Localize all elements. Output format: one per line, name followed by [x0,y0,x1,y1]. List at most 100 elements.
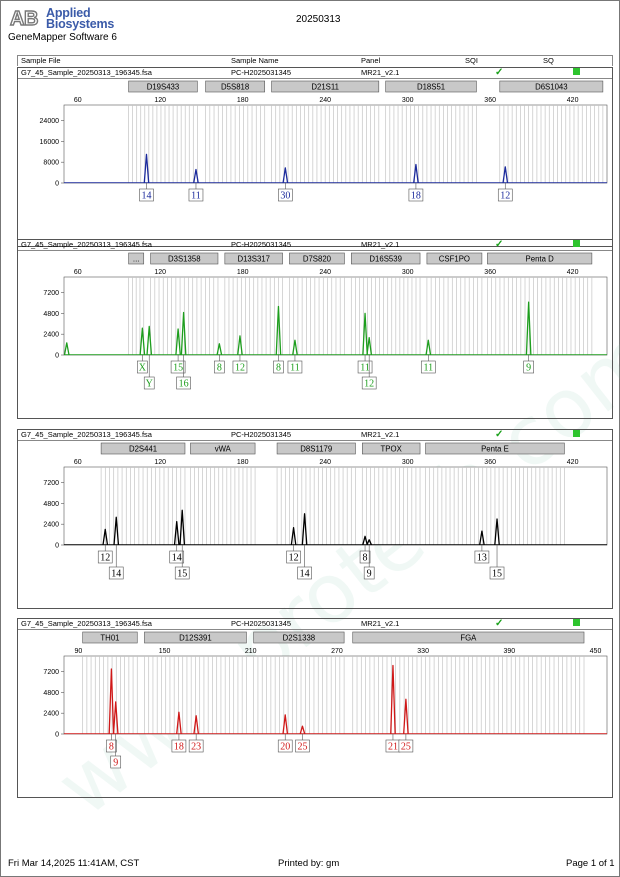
allele-call-box [174,566,190,580]
locus-marker-label: D21S11 [311,83,339,92]
locus-marker: TH01 [82,631,138,644]
x-tick-label: 60 [74,269,82,276]
locus-marker: D2S1338 [253,631,345,644]
allele-call-box [232,360,248,374]
sqi-check-icon: ✓ [495,429,504,440]
sample-file: G7_45_Sample_20250313_196345.fsa [21,619,152,628]
locus-marker: vWA [190,442,256,455]
allele-call: 12 [497,183,513,202]
locus-marker: D7S820 [289,252,345,265]
electropherogram-panel-red: G7_45_Sample_20250313_196345.fsa PC-H202… [17,618,613,798]
allele-call-label: 12 [500,191,510,202]
plot-frame [63,276,608,356]
sample-row: G7_45_Sample_20250313_196345.fsa PC-H202… [18,619,612,630]
locus-marker: CSF1PO [426,252,483,265]
peak [143,153,150,183]
allele-call-label: 18 [174,742,184,753]
allele-call-label: 18 [411,191,421,202]
locus-marker: D16S539 [351,252,421,265]
locus-marker-box [425,442,565,455]
peak [502,166,509,183]
sqi-check-icon: ✓ [495,618,504,629]
allele-call-label: 20 [280,742,290,753]
panel-name: MR21_v2.1 [361,430,400,439]
allele-call-box [170,360,186,374]
y-tick-label: 0 [55,353,59,360]
x-tick-label: 240 [319,97,331,104]
x-tick-label: 240 [319,269,331,276]
x-tick-label: 360 [484,269,496,276]
allele-call-box [295,739,310,753]
allele-call: 12 [232,355,248,374]
allele-call-box [143,376,155,390]
y-tick-label: 0 [55,732,59,739]
panel-name: MR21_v2.1 [361,619,400,628]
allele-call-label: 16 [179,379,189,390]
peak [193,715,200,734]
locus-marker-label: D18S51 [417,83,445,92]
allele-call-label: 11 [423,363,433,374]
locus-marker-label: D2S1338 [283,634,316,643]
peak [146,325,153,355]
locus-marker-box [352,631,585,644]
sample-name: PC-H2025031345 [231,619,292,628]
y-tick-label: 0 [55,181,59,188]
allele-call: 8 [106,734,117,753]
allele-call: 11 [357,355,373,374]
allele-call: 25 [295,734,310,753]
locus-marker-box [100,442,186,455]
locus-marker-label: D2S441 [129,445,157,454]
allele-call-box [277,739,293,753]
allele-call: 21 [385,734,401,753]
sq-indicator [573,240,580,247]
locus-marker-box [351,252,421,265]
y-tick-label: 7200 [43,669,59,676]
x-tick-label: 390 [503,648,515,655]
allele-call-label: 15 [492,569,502,580]
sqi-check-icon: ✓ [495,67,504,78]
x-tick-label: 420 [567,459,579,466]
locus-marker-label: Penta E [481,445,509,454]
locus-marker-box [276,442,356,455]
peak [113,516,120,545]
peak [366,337,373,355]
y-tick-label: 7200 [43,290,59,297]
locus-marker: D6S1043 [499,80,604,93]
allele-call: 14 [108,545,124,580]
peak [362,535,368,545]
peak [403,698,409,734]
allele-call-box [474,550,490,564]
allele-call-label: 12 [289,553,299,564]
allele-call: 14 [297,545,312,580]
allele-call: 16 [176,355,191,390]
allele-call-label: 12 [100,553,110,564]
allele-call-label: 11 [360,363,370,374]
x-tick-label: 240 [319,459,331,466]
x-tick-label: 420 [567,269,579,276]
locus-marker-label: D12S391 [179,634,212,643]
printed-by: Printed by: gm [278,858,340,869]
allele-call: 13 [474,545,490,564]
col-sample-file: Sample File [21,56,61,65]
peak [173,520,180,545]
locus-marker-label: D3S1358 [168,255,201,264]
locus-marker-label: D13S317 [237,255,270,264]
allele-call-label: 14 [141,191,151,202]
peak [193,168,199,183]
brand-line1: Applied [46,6,91,20]
x-tick-label: 450 [590,648,602,655]
peak [525,301,532,355]
plot-frame [63,466,608,546]
x-tick-label: 300 [402,97,414,104]
locus-marker-box [150,252,219,265]
brand-line2: Biosystems [46,17,115,31]
allele-call-label: 8 [217,363,222,374]
locus-marker-box [289,252,345,265]
sample-row: G7_45_Sample_20250313_196345.fsa PC-H202… [18,240,612,251]
peak [63,342,70,355]
allele-call-label: 14 [300,569,310,580]
locus-marker-label: D7S820 [303,255,332,264]
locus-marker: D3S1358 [150,252,219,265]
x-tick-label: 420 [567,97,579,104]
locus-marker-box [487,252,593,265]
